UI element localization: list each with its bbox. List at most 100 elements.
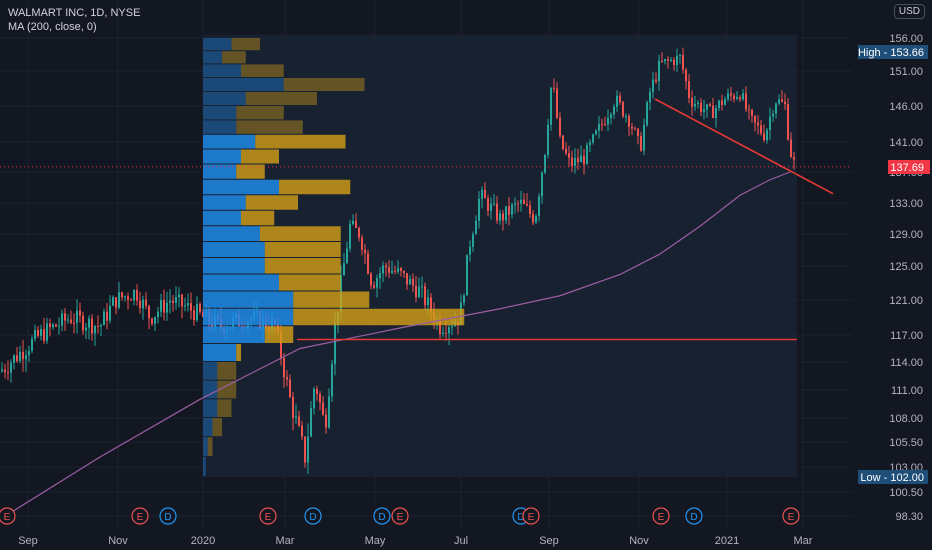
event-marker-dividend[interactable]: D: [373, 507, 391, 525]
event-marker-dividend[interactable]: D: [159, 507, 177, 525]
candle-body: [655, 79, 657, 82]
candle-body: [535, 215, 537, 223]
candle-body: [43, 329, 45, 341]
candle-body: [559, 117, 561, 136]
candle-body: [529, 205, 531, 214]
trend-line: [654, 98, 834, 195]
event-circle: [259, 507, 277, 525]
event-marker-dividend[interactable]: D: [304, 507, 322, 525]
candle-body: [724, 99, 726, 106]
candle-body: [46, 323, 48, 341]
volume-profile-up-bar: [203, 437, 208, 456]
candle-body: [391, 270, 393, 273]
candle-body: [553, 87, 555, 89]
candle-body: [664, 59, 666, 62]
event-circle: [304, 507, 322, 525]
volume-profile-down-bar: [241, 210, 275, 226]
candle-body: [295, 416, 297, 418]
candle-body: [493, 203, 495, 205]
event-marker-earnings[interactable]: E: [782, 507, 800, 525]
candle-body: [418, 286, 420, 298]
event-label: E: [528, 512, 535, 523]
x-tick-label: May: [365, 535, 386, 547]
event-label: D: [309, 512, 316, 523]
candle-body: [187, 303, 189, 306]
price-tick-label: 117.00: [890, 330, 923, 342]
volume-profile-down-bar: [260, 226, 341, 241]
volume-profile-up-bar: [203, 120, 237, 134]
event-marker-earnings[interactable]: E: [652, 507, 670, 525]
candle-body: [793, 156, 795, 160]
candle-body: [700, 102, 702, 112]
candle-body: [76, 310, 78, 324]
volume-profile-up-bar: [203, 242, 265, 257]
price-tick-label: 141.00: [889, 137, 923, 149]
volume-profile-up-bar: [203, 149, 241, 164]
last-price-tag: [888, 160, 930, 174]
symbol-title[interactable]: WALMART INC, 1D, NYSE: [8, 7, 141, 19]
volume-profile-up-bar: [203, 457, 206, 476]
x-tick-label: Nov: [629, 535, 649, 547]
candle-body: [409, 278, 411, 285]
event-label: D: [164, 512, 171, 523]
event-marker-earnings[interactable]: E: [391, 507, 409, 525]
candle-body: [466, 254, 468, 296]
event-circle: [652, 507, 670, 525]
x-tick-label: 2020: [191, 535, 215, 547]
candle-body: [754, 115, 756, 123]
candle-body: [394, 270, 396, 272]
event-marker-earnings[interactable]: E: [0, 507, 16, 525]
candle-body: [328, 396, 330, 428]
candle-body: [298, 416, 300, 426]
event-marker-dividend[interactable]: D: [685, 507, 703, 525]
candle-body: [37, 330, 39, 336]
candle-body: [127, 296, 129, 300]
price-tick-label: 100.50: [889, 487, 923, 499]
candle-body: [670, 59, 672, 61]
volume-profile-up-bar: [203, 418, 213, 437]
price-tick-label: 111.00: [891, 385, 923, 397]
event-label: E: [658, 512, 665, 523]
x-tick-label: 2021: [715, 535, 739, 547]
candle-body: [640, 135, 642, 151]
candle-body: [715, 107, 717, 118]
candle-body: [658, 60, 660, 82]
candle-body: [370, 273, 372, 286]
candle-body: [82, 315, 84, 331]
candle-body: [565, 149, 567, 154]
candle-body: [598, 124, 600, 131]
currency-button[interactable]: USD: [893, 4, 925, 19]
candle-body: [133, 289, 135, 301]
x-tick-label: Sep: [539, 535, 559, 547]
candle-body: [61, 313, 63, 326]
candle-body: [400, 268, 402, 272]
chart-legend: WALMART INC, 1D, NYSE MA (200, close, 0): [8, 6, 140, 34]
candle-body: [694, 103, 696, 107]
candle-body: [613, 106, 615, 115]
volume-profile-up-bar: [203, 179, 279, 195]
candle-body: [121, 292, 123, 298]
candle-body: [319, 393, 321, 403]
candle-body: [22, 351, 24, 360]
candle-body: [334, 322, 336, 364]
candle-body: [688, 81, 690, 98]
candle-body: [628, 116, 630, 127]
candle-body: [616, 95, 618, 107]
candle-body: [103, 311, 105, 326]
candle-body: [511, 204, 513, 215]
candle-body: [148, 305, 150, 319]
candle-body: [622, 101, 624, 117]
candle-body: [307, 436, 309, 463]
candle-body: [178, 294, 180, 298]
price-scale: [852, 0, 932, 550]
candle-body: [739, 97, 741, 100]
event-marker-earnings[interactable]: E: [131, 507, 149, 525]
event-marker-earnings[interactable]: E: [259, 507, 277, 525]
event-marker-earnings[interactable]: E: [522, 507, 540, 525]
candle-body: [772, 113, 774, 117]
ma-indicator-label[interactable]: MA (200, close, 0): [8, 21, 97, 33]
candle-body: [145, 299, 147, 306]
candle-body: [499, 213, 501, 221]
candle-body: [652, 79, 654, 92]
